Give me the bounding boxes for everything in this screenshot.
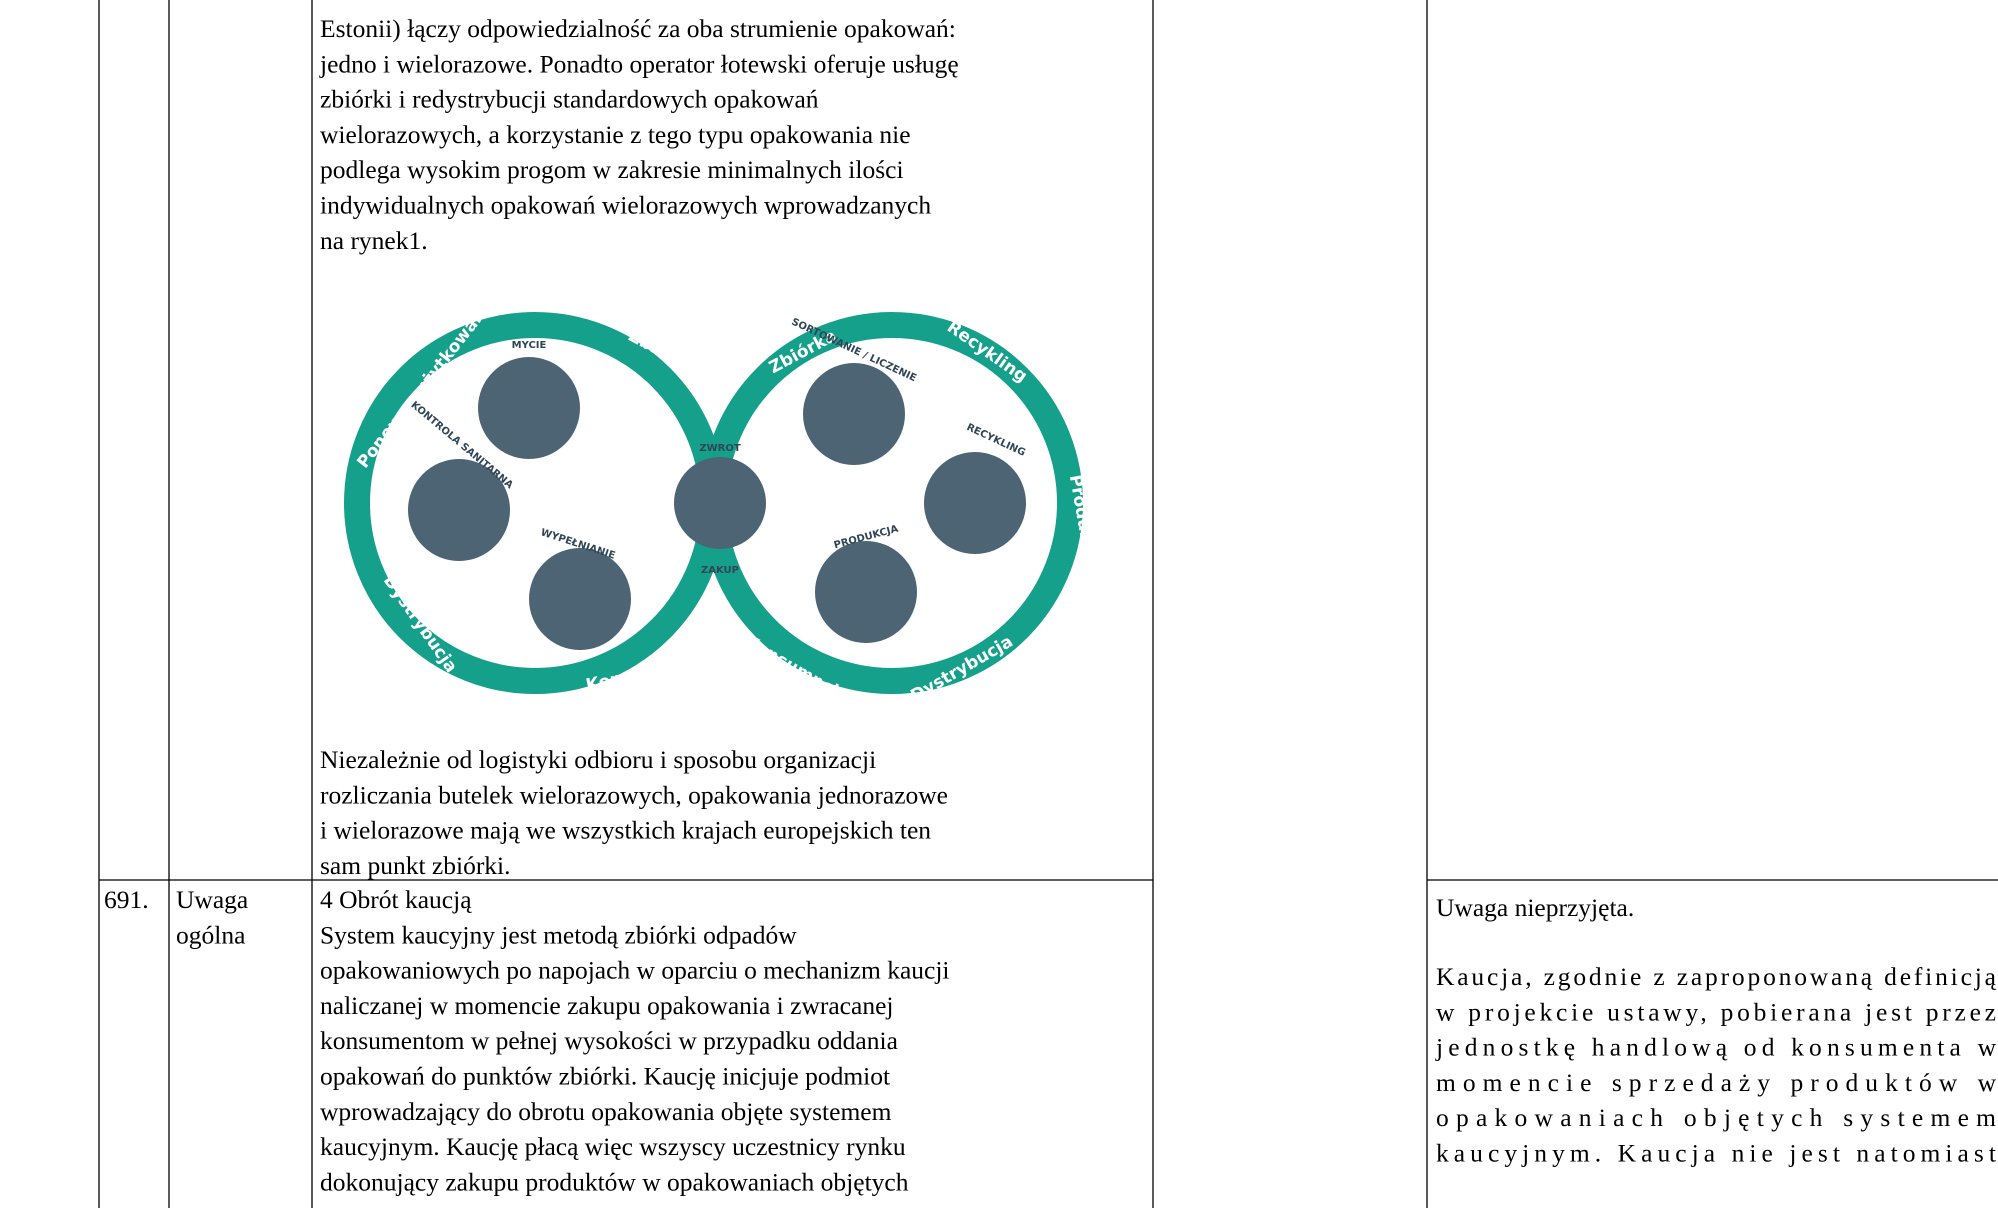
text-line: System kaucyjny jest metodą zbiórki odpa… <box>320 920 797 949</box>
text-line: na rynek1. <box>320 226 428 255</box>
response-heading: Uwaga nieprzyjęta. <box>1436 893 1634 922</box>
text-line: kaucyjnym. Kaucja nie jest natomiast <box>1436 1139 1996 1168</box>
text-line: jedno i wielorazowe. Ponadto operator ło… <box>319 49 959 78</box>
text-line: ogólna <box>176 920 245 949</box>
text-line: zbiórki i redystrybucji standardowych op… <box>320 85 819 114</box>
ring-label: Recykling <box>943 317 1031 387</box>
text-line: w projekcie ustawy, pobierana jest przez <box>1436 997 1996 1026</box>
icon-label: ZWROT <box>699 443 740 454</box>
text-line: konsumentom w pełnej wysokości w przypad… <box>320 1026 898 1055</box>
text-line: 4 Obrót kaucją <box>320 885 472 914</box>
text-line: rozliczania butelek wielorazowych, opako… <box>320 780 948 809</box>
text-line: wielorazowych, a korzystanie z tego typu… <box>320 120 911 149</box>
text-line: Niezależnie od logistyki odbioru i sposo… <box>320 745 876 774</box>
text-line: Kaucja, zgodnie z zaproponowaną definicj… <box>1436 962 1997 991</box>
text-line: indywidualnych opakowań wielorazowych wp… <box>320 191 931 220</box>
text-line: i wielorazowe mają we wszystkich krajach… <box>320 816 931 845</box>
icon-label: ZAKUP <box>701 565 739 576</box>
ring-label: Ponowne użytkowanie <box>353 292 500 473</box>
diagram: Ponowne użytkowanie Zbiórka Zbiórka Recykli… <box>344 292 1101 707</box>
text-line: podlega wysokim progom w zakresie minima… <box>320 155 904 184</box>
text-line: Estonii) łączy odpowiedzialność za oba s… <box>320 14 956 43</box>
text-line: naliczanej w momencie zakupu opakowania … <box>320 991 893 1020</box>
text-line: dokonujący zakupu produktów w opakowania… <box>320 1167 909 1196</box>
text-line: momencie sprzedaży produktów w <box>1436 1068 1997 1097</box>
text-line: wprowadzający do obrotu opakowania objęt… <box>320 1097 892 1126</box>
text-line: kaucyjnym. Kaucję płacą więc wszyscy ucz… <box>320 1132 906 1161</box>
text-line: sam punkt zbiórki. <box>320 851 511 880</box>
icon-label: MYCIE <box>512 340 547 351</box>
text-line: opakowaniach objętych systemem <box>1436 1103 1996 1132</box>
table-borders <box>98 0 1998 1208</box>
text-line: jednostkę handlową od konsumenta w <box>1435 1033 1997 1062</box>
text-line: Uwaga <box>176 885 248 914</box>
text-line: opakowaniowych po napojach w oparciu o m… <box>320 956 950 985</box>
text-line: opakowań do punktów zbiórki. Kaucję inic… <box>320 1062 890 1091</box>
row-number: 691. <box>104 885 149 914</box>
